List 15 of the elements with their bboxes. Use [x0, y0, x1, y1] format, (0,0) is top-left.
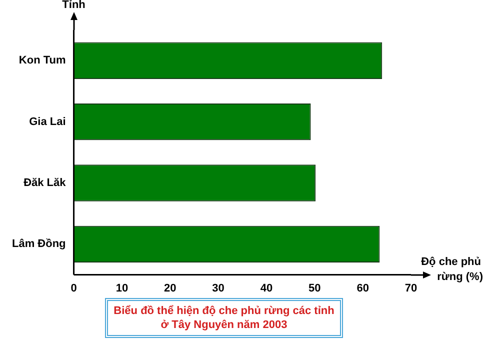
x-tick-label: 0: [70, 282, 77, 294]
y-tick-label: Lâm Đồng: [12, 238, 66, 250]
x-tick-label: 20: [164, 282, 176, 294]
y-tick-label: Gia Lai: [29, 116, 66, 128]
y-tick-label: Kon Tum: [18, 54, 66, 67]
x-tick-label: 40: [260, 282, 273, 294]
x-tick-label: 70: [404, 282, 418, 294]
x-axis-title: Độ che phủ rừng (%): [421, 256, 484, 283]
x-tick-label: 10: [116, 282, 128, 294]
x-tick-label: 50: [308, 282, 321, 294]
y-axis-title: Tỉnh: [62, 0, 86, 11]
y-tick-label: Đăk Lăk: [24, 177, 67, 190]
x-tick-label: 60: [356, 282, 369, 294]
x-tick-label: 30: [212, 282, 224, 294]
text: Biểu đồ thể hiện độ che phủ rừng các tỉnh ở Tây Nguyên năm 2003: [105, 298, 343, 338]
